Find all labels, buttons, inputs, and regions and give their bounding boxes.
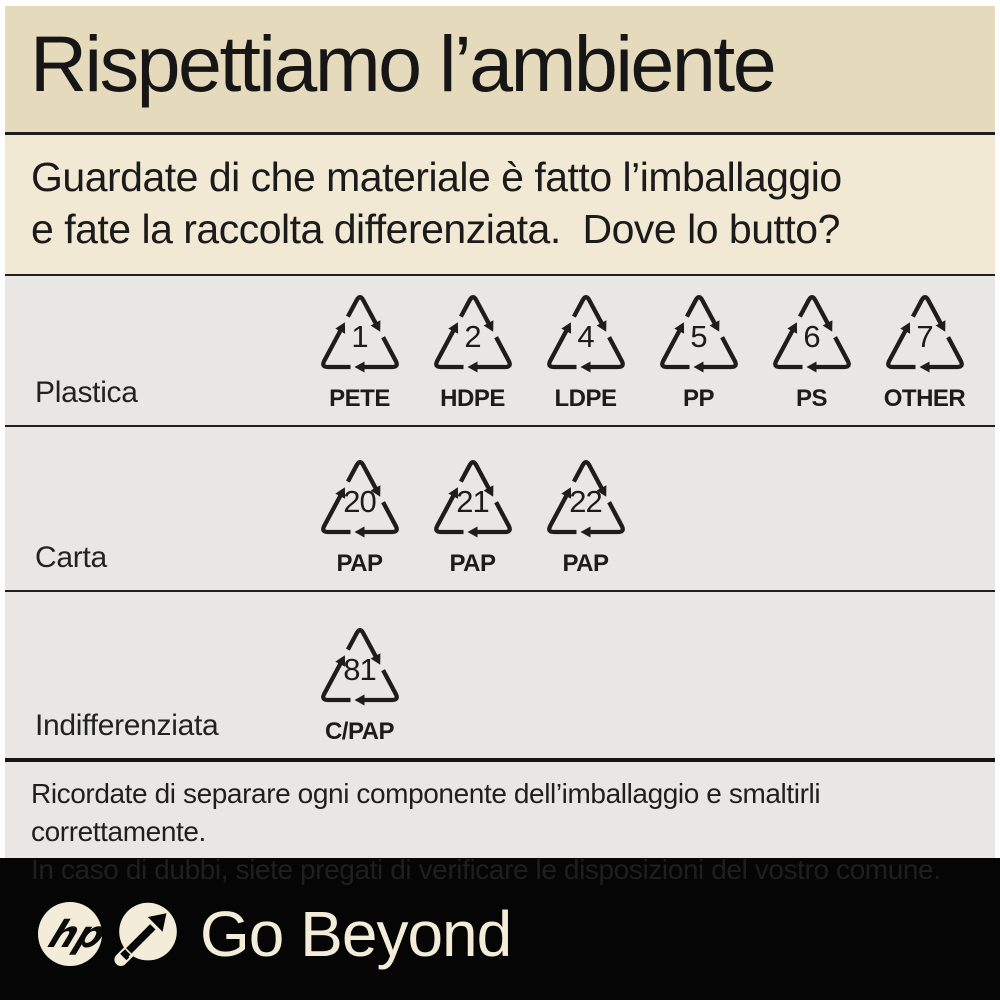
- recycle-triangle-icon: 21: [426, 449, 520, 545]
- recycle-triangle-icon: 2: [426, 284, 520, 380]
- symbol-group-plastica: 1 PETE 2 HDPE 4 LDPE: [303, 284, 981, 413]
- material-code-label: PETE: [329, 385, 390, 412]
- material-code-label: PAP: [336, 550, 383, 577]
- recycle-number: 20: [343, 483, 376, 519]
- recycle-triangle-icon: 5: [652, 284, 746, 380]
- recycling-symbol-pete: 1 PETE: [303, 284, 416, 413]
- intro-section: Guardate di che materiale è fatto l’imba…: [5, 135, 995, 274]
- intro-line-2: e fate la raccolta differenziata. Dove l…: [31, 206, 840, 252]
- recycle-number: 81: [343, 651, 376, 687]
- material-code-label: PP: [682, 385, 715, 412]
- page-title: Rispettiamo l’ambiente: [30, 19, 777, 108]
- recycle-triangle-icon: 81: [313, 617, 407, 713]
- recycling-symbol-ps: 6 PS: [755, 284, 868, 413]
- recycle-triangle-icon: 7: [878, 284, 972, 380]
- recycling-symbol-cpap-81: 81 C/PAP: [303, 617, 416, 746]
- divider: [5, 758, 995, 762]
- recycling-symbol-pp: 5 PP: [642, 284, 755, 413]
- intro-line-1: Guardate di che materiale è fatto l’imba…: [31, 154, 842, 200]
- note-section: Ricordate di separare ogni componente de…: [5, 762, 995, 885]
- recycle-triangle-icon: 22: [539, 449, 633, 545]
- material-row-plastica: Plastica 1 PETE 2 HDPE: [5, 276, 995, 425]
- material-code-label: PAP: [449, 550, 496, 577]
- material-code-label: OTHER: [883, 385, 966, 412]
- hp-logo-icon: hp: [38, 902, 102, 966]
- recycle-number: 7: [916, 318, 933, 354]
- recycle-number: 6: [803, 318, 820, 354]
- content-frame: Rispettiamo l’ambiente Guardate di che m…: [5, 6, 995, 885]
- recycle-triangle-icon: 20: [313, 449, 407, 545]
- row-label-carta: Carta: [35, 541, 107, 574]
- go-beyond-tagline: Go Beyond: [200, 898, 512, 970]
- note-line-2: In caso di dubbi, siete pregati di verif…: [31, 854, 941, 885]
- row-label-indifferenziata: Indifferenziata: [35, 709, 219, 742]
- header-banner: Rispettiamo l’ambiente: [5, 6, 995, 132]
- recycle-number: 4: [577, 318, 594, 354]
- divider: [5, 132, 995, 135]
- recycling-symbol-other: 7 OTHER: [868, 284, 981, 413]
- material-code-label: PS: [795, 385, 828, 412]
- material-row-indifferenziata: Indifferenziata 81 C/PAP: [5, 592, 995, 758]
- divider: [5, 590, 995, 592]
- divider: [5, 425, 995, 427]
- material-code-label: HDPE: [440, 385, 505, 412]
- recycling-symbol-hdpe: 2 HDPE: [416, 284, 529, 413]
- note-line-1: Ricordate di separare ogni componente de…: [31, 778, 821, 847]
- go-beyond-arrow-icon: [114, 902, 177, 966]
- recycling-symbol-pap-20: 20 PAP: [303, 449, 416, 578]
- footer-bar: hp Go Beyond: [0, 858, 1000, 1000]
- material-code-label: LDPE: [554, 385, 617, 412]
- divider: [5, 274, 995, 276]
- recycle-number: 21: [456, 483, 489, 519]
- recycle-number: 22: [569, 483, 602, 519]
- recycle-triangle-icon: 1: [313, 284, 407, 380]
- material-code-label: C/PAP: [324, 718, 395, 745]
- recycle-number: 1: [351, 318, 368, 354]
- recycling-symbol-pap-22: 22 PAP: [529, 449, 642, 578]
- recycling-symbol-ldpe: 4 LDPE: [529, 284, 642, 413]
- material-row-carta: Carta 20 PAP 21 PAP: [5, 427, 995, 590]
- recycle-number: 5: [690, 318, 707, 354]
- recycling-symbol-pap-21: 21 PAP: [416, 449, 529, 578]
- recycle-number: 2: [464, 318, 481, 354]
- symbol-group-indifferenziata: 81 C/PAP: [303, 617, 416, 746]
- symbol-group-carta: 20 PAP 21 PAP 22 PAP: [303, 449, 642, 578]
- recycle-triangle-icon: 4: [539, 284, 633, 380]
- material-code-label: PAP: [562, 550, 609, 577]
- row-label-plastica: Plastica: [35, 376, 138, 409]
- recycle-triangle-icon: 6: [765, 284, 859, 380]
